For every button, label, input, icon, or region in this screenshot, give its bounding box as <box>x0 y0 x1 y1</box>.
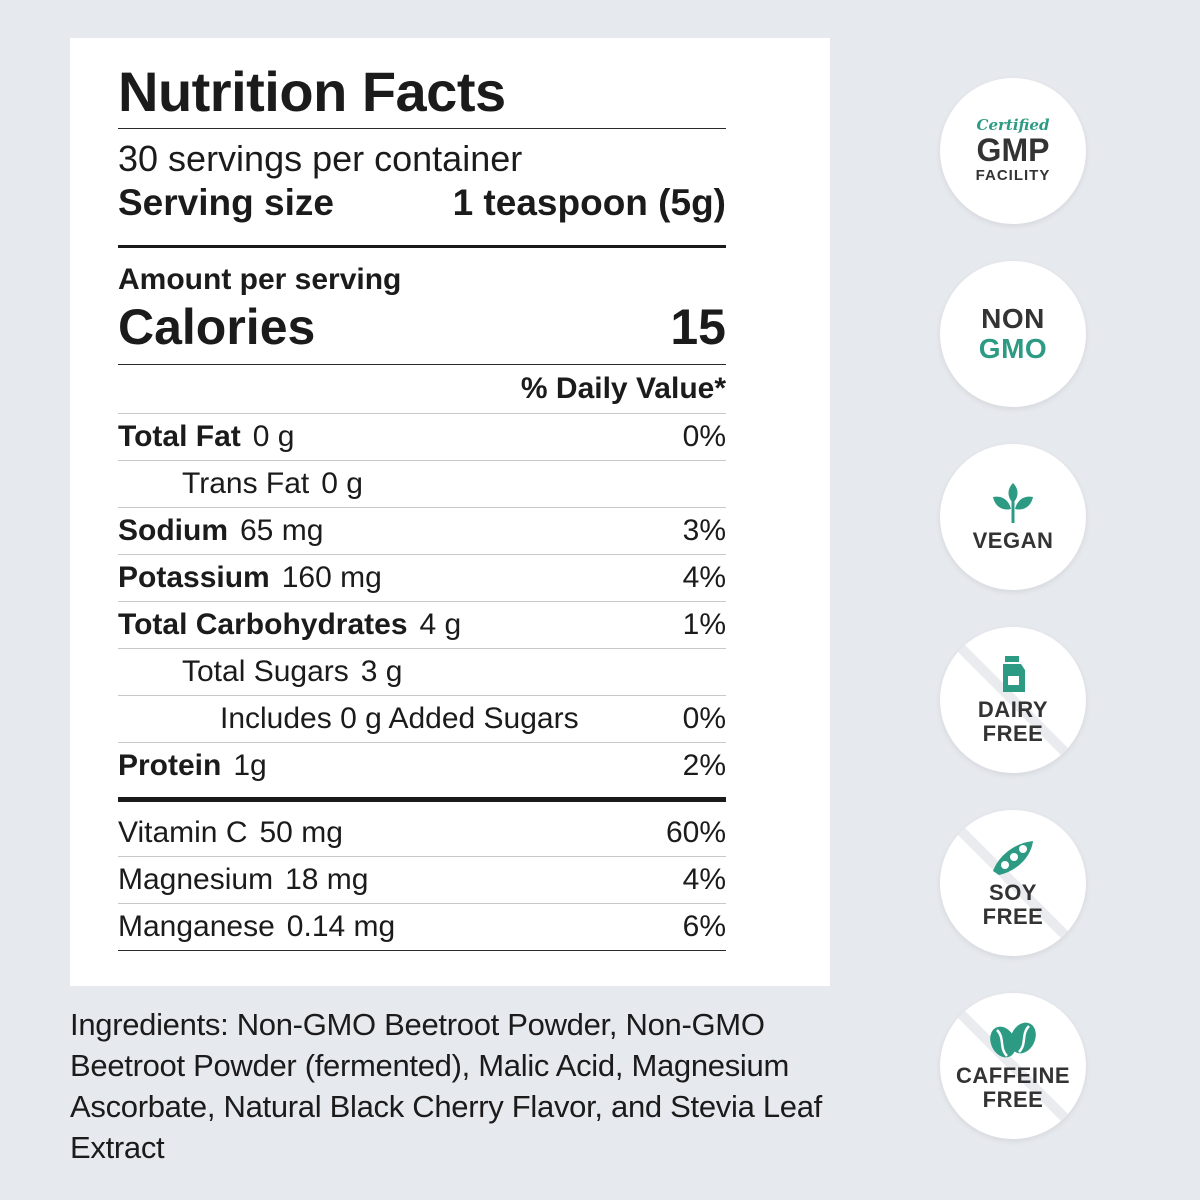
nutrient-amount: 65 mg <box>240 514 324 547</box>
vitamin-name: Magnesium <box>118 863 274 896</box>
nutrient-row-added-sugars: Includes 0 g Added Sugars 0% <box>118 695 726 742</box>
nutrient-amount: 3 g <box>360 655 403 688</box>
nutrient-amount: 4 g <box>419 608 462 641</box>
vitamin-name: Manganese <box>118 910 275 943</box>
vegan-text: VEGAN <box>972 528 1054 553</box>
gmp-text: GMP <box>976 132 1050 168</box>
nutrient-name: Includes 0 g Added Sugars <box>220 702 579 735</box>
dairy-free-badge: DAIRY FREE <box>940 627 1086 773</box>
serving-size-value: 1 teaspoon (5g) <box>452 182 726 223</box>
nutrition-title: Nutrition Facts <box>118 60 506 123</box>
gmp-badge: Certified GMP FACILITY <box>940 78 1086 224</box>
vitamin-name: Vitamin C <box>118 816 248 849</box>
nutrient-name: Trans Fat <box>182 467 310 500</box>
nutrient-amount: 1g <box>233 749 267 782</box>
caffeine-free-badge: CAFFEINE FREE <box>940 993 1086 1139</box>
divider <box>118 950 726 951</box>
nutrient-row-trans-fat: Trans Fat 0 g <box>118 460 726 507</box>
dairy-text: DAIRY <box>977 697 1049 722</box>
divider <box>118 245 726 248</box>
nutrient-amount: 0 g <box>321 467 363 500</box>
soy-text: SOY <box>989 880 1037 905</box>
gmp-certified-text: Certified <box>976 116 1050 134</box>
non-text: NON <box>981 303 1045 334</box>
calories-label: Calories <box>118 299 316 355</box>
vegan-badge: VEGAN <box>940 444 1086 590</box>
serving-size-row: Serving size 1 teaspoon (5g) <box>118 181 726 225</box>
nutrient-dv: 0% <box>682 702 726 735</box>
badge-column: Certified GMP FACILITY NON GMO VEGAN DAI… <box>940 78 1086 1176</box>
nutrient-dv: 2% <box>682 749 726 782</box>
gmo-text: GMO <box>978 333 1048 364</box>
nutrient-name: Total Sugars <box>182 655 349 688</box>
vitamin-amount: 50 mg <box>259 816 343 849</box>
servings-per-container: 30 servings per container <box>118 138 523 179</box>
nutrient-name: Potassium <box>118 561 270 594</box>
daily-value-header: % Daily Value* <box>520 372 726 405</box>
nutrient-row-total-carbohydrates: Total Carbohydrates 4 g 1% <box>118 601 726 648</box>
nutrient-amount: 160 mg <box>281 561 382 594</box>
free-text: FREE <box>982 721 1044 746</box>
nutrient-name: Sodium <box>118 514 228 547</box>
nutrient-name: Total Fat <box>118 420 241 453</box>
amount-per-serving: Amount per serving <box>118 263 402 296</box>
free-text: FREE <box>982 1087 1044 1112</box>
nutrition-facts-panel: Nutrition Facts 30 servings per containe… <box>70 38 830 986</box>
nutrient-name: Protein <box>118 749 222 782</box>
divider <box>118 797 726 802</box>
caffeine-text: CAFFEINE <box>956 1063 1070 1088</box>
soy-pod-icon <box>993 841 1033 875</box>
divider <box>118 364 726 365</box>
vitamin-dv: 6% <box>682 910 726 943</box>
vitamin-row-vitamin-c: Vitamin C 50 mg 60% <box>118 810 726 856</box>
divider <box>118 128 726 129</box>
calories-row: Calories 15 <box>118 298 726 356</box>
nutrient-dv: 3% <box>682 514 726 547</box>
free-text: FREE <box>982 904 1044 929</box>
coffee-bean-icon <box>990 1022 1036 1058</box>
nutrient-dv: 4% <box>682 561 726 594</box>
vitamin-amount: 18 mg <box>285 863 369 896</box>
nutrient-name: Total Carbohydrates <box>118 608 408 641</box>
vitamin-row-magnesium: Magnesium 18 mg 4% <box>118 856 726 903</box>
non-gmo-badge: NON GMO <box>940 261 1086 407</box>
nutrient-amount: 0 g <box>252 420 295 453</box>
vitamin-amount: 0.14 mg <box>286 910 396 943</box>
nutrient-row-total-sugars: Total Sugars 3 g <box>118 648 726 695</box>
vitamin-dv: 60% <box>665 816 726 849</box>
leaf-icon <box>993 483 1033 523</box>
calories-value: 15 <box>670 299 726 355</box>
vitamin-dv: 4% <box>682 863 726 896</box>
nutrient-row-protein: Protein 1g 2% <box>118 742 726 789</box>
soy-free-badge: SOY FREE <box>940 810 1086 956</box>
nutrient-dv: 1% <box>682 608 726 641</box>
gmp-facility-text: FACILITY <box>975 167 1051 184</box>
nutrient-row-total-fat: Total Fat 0 g 0% <box>118 413 726 460</box>
milk-carton-icon <box>1003 656 1025 692</box>
nutrient-dv: 0% <box>682 420 726 453</box>
nutrient-row-sodium: Sodium 65 mg 3% <box>118 507 726 554</box>
vitamin-row-manganese: Manganese 0.14 mg 6% <box>118 903 726 950</box>
nutrient-row-potassium: Potassium 160 mg 4% <box>118 554 726 601</box>
ingredients-text: Ingredients: Non-GMO Beetroot Powder, No… <box>70 1007 822 1165</box>
serving-size-label: Serving size <box>118 182 334 223</box>
nutrition-label: Nutrition Facts 30 servings per containe… <box>118 56 726 951</box>
